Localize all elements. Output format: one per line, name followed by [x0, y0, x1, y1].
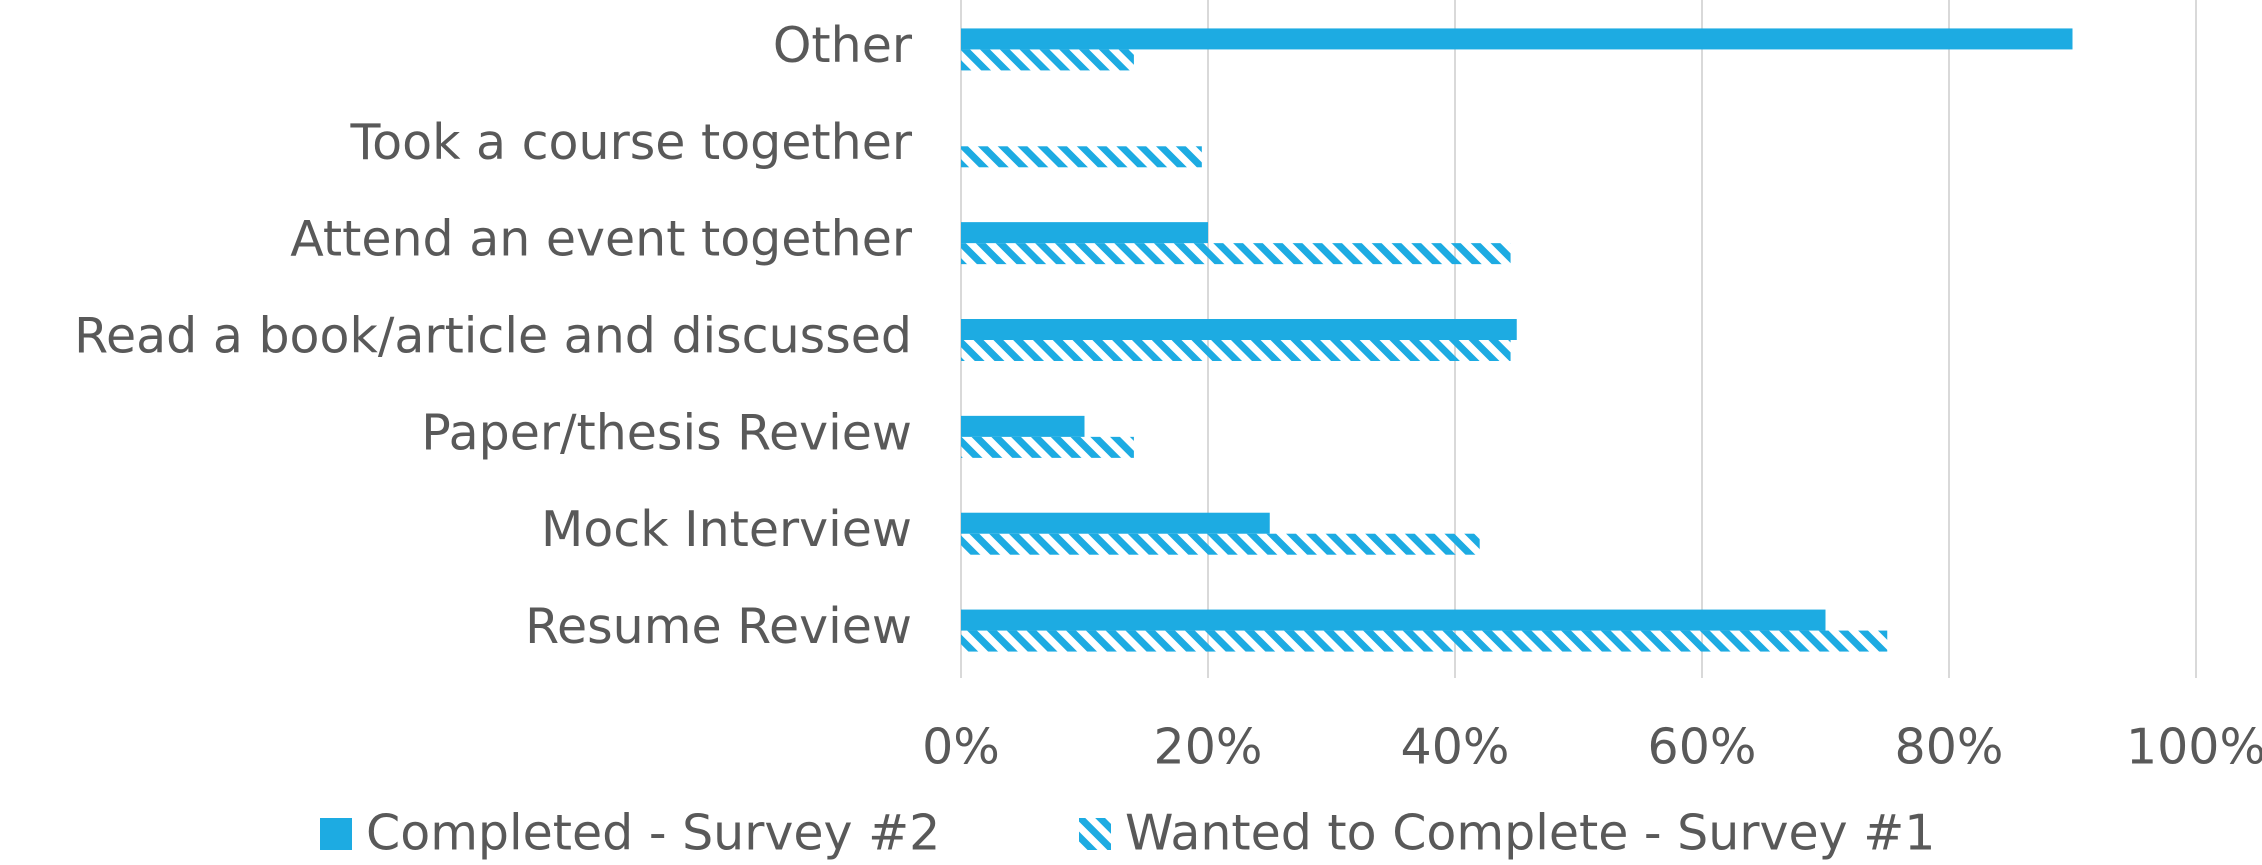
y-tick-label: Resume Review [525, 598, 912, 655]
bar [961, 609, 1826, 631]
y-tick-label: Attend an event together [290, 211, 913, 268]
legend-marker [1079, 818, 1111, 850]
bar [961, 319, 1517, 340]
bar [961, 28, 2073, 50]
y-tick-label: Other [773, 17, 913, 74]
bar [961, 533, 1480, 555]
legend-label: Wanted to Complete - Survey #1 [1125, 805, 1935, 862]
x-tick-label: 0% [922, 719, 1000, 776]
bar [961, 340, 1511, 361]
bar [961, 243, 1511, 265]
bar [961, 512, 1270, 534]
x-tick-label: 100% [2126, 719, 2262, 776]
x-tick-label: 60% [1648, 719, 1757, 776]
y-tick-label: Paper/thesis Review [421, 404, 912, 461]
legend-marker [320, 818, 352, 850]
x-tick-label: 20% [1154, 719, 1263, 776]
x-tick-label: 40% [1401, 719, 1510, 776]
bar [961, 49, 1134, 71]
bar [961, 222, 1208, 244]
y-tick-label: Mock Interview [541, 501, 912, 558]
bar [961, 630, 1888, 652]
y-tick-label: Took a course together [350, 114, 913, 171]
bar [961, 436, 1134, 458]
x-tick-label: 80% [1895, 719, 2004, 776]
legend-label: Completed - Survey #2 [366, 805, 940, 862]
y-tick-label: Read a book/article and discussed [74, 308, 912, 365]
bar [961, 146, 1202, 168]
bar [961, 415, 1085, 437]
